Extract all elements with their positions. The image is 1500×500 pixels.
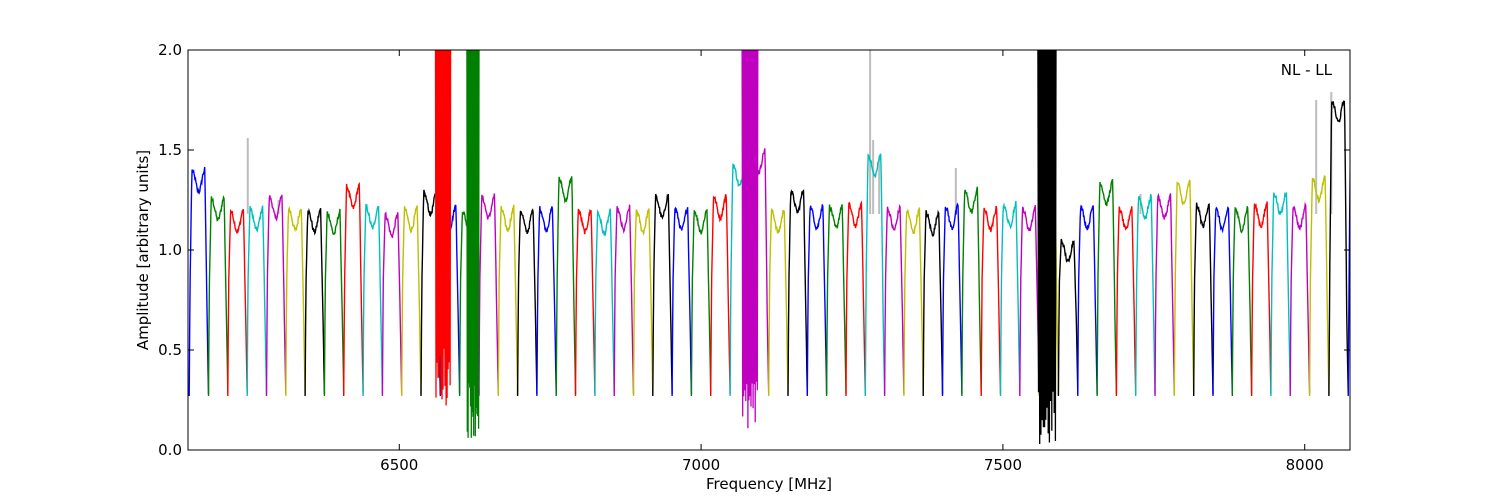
series-line-4 xyxy=(265,194,287,397)
interference-burst-3 xyxy=(1037,50,1057,445)
x-axis-label: Frequency [MHz] xyxy=(706,475,832,493)
series-line-35 xyxy=(864,153,886,397)
series-line-1 xyxy=(207,195,229,397)
series-line-59 xyxy=(1328,100,1349,397)
series-line-38 xyxy=(922,209,944,397)
y-tick-label-3: 1.5 xyxy=(158,141,182,159)
interference-burst-0 xyxy=(434,50,452,406)
series-line-10 xyxy=(381,211,403,397)
series-line-11 xyxy=(401,205,422,397)
x-tick-label-0: 6500 xyxy=(380,456,418,474)
series-line-9 xyxy=(362,203,384,397)
series-line-51 xyxy=(1173,179,1195,397)
series-line-7 xyxy=(323,208,345,397)
series-line-8 xyxy=(343,181,364,397)
channel-pair-annotation: NL - LL xyxy=(1281,61,1333,79)
series-line-18 xyxy=(536,206,557,397)
series-line-6 xyxy=(304,207,326,397)
series-line-42 xyxy=(999,200,1021,397)
series-line-33 xyxy=(825,204,847,397)
series-layer xyxy=(188,100,1350,397)
series-line-15 xyxy=(478,193,499,397)
series-line-39 xyxy=(941,202,963,397)
series-line-34 xyxy=(845,200,866,397)
series-line-0 xyxy=(188,166,210,397)
series-line-3 xyxy=(246,205,268,397)
y-tick-label-2: 1.0 xyxy=(158,241,182,259)
series-line-5 xyxy=(285,205,306,397)
series-line-45 xyxy=(1057,238,1079,397)
x-tick-label-2: 7500 xyxy=(984,456,1022,474)
series-line-40 xyxy=(961,186,982,397)
series-line-22 xyxy=(613,204,635,397)
y-tick-label-0: 0.0 xyxy=(158,441,182,459)
series-line-36 xyxy=(883,203,905,397)
interference-burst-2 xyxy=(741,50,759,429)
series-line-53 xyxy=(1212,206,1233,397)
series-line-56 xyxy=(1270,191,1291,397)
series-line-50 xyxy=(1154,192,1175,397)
series-line-58 xyxy=(1308,175,1330,397)
series-line-32 xyxy=(806,204,828,397)
series-line-20 xyxy=(574,208,596,397)
series-line-37 xyxy=(903,207,924,397)
series-line-54 xyxy=(1231,206,1253,397)
y-tick-label-1: 0.5 xyxy=(158,341,182,359)
series-line-26 xyxy=(690,208,712,397)
series-line-19 xyxy=(555,176,577,397)
series-line-48 xyxy=(1115,206,1137,397)
ticks-layer: 6500 7000 7500 8000 0.0 0.5 1.0 1.5 2.0 xyxy=(158,41,1350,474)
series-line-16 xyxy=(497,204,519,397)
x-tick-label-1: 7000 xyxy=(682,456,720,474)
interference-layer xyxy=(434,50,1057,445)
series-line-24 xyxy=(652,193,673,397)
series-line-31 xyxy=(787,189,808,397)
series-line-2 xyxy=(227,208,248,397)
series-line-30 xyxy=(768,208,789,397)
series-line-49 xyxy=(1134,193,1156,397)
series-line-55 xyxy=(1250,201,1272,397)
series-line-57 xyxy=(1289,201,1311,397)
y-tick-label-4: 2.0 xyxy=(158,41,182,59)
series-line-17 xyxy=(516,208,538,397)
series-line-23 xyxy=(632,208,654,397)
interference-burst-1 xyxy=(466,50,480,438)
series-line-27 xyxy=(710,194,731,397)
y-axis-label: Amplitude [arbitrary units] xyxy=(134,150,152,350)
x-tick-label-3: 8000 xyxy=(1286,456,1324,474)
series-line-52 xyxy=(1192,202,1214,397)
series-line-41 xyxy=(980,205,1002,397)
series-line-46 xyxy=(1077,204,1098,397)
series-line-25 xyxy=(671,206,693,397)
series-line-47 xyxy=(1096,178,1118,397)
series-line-43 xyxy=(1019,205,1040,397)
series-line-21 xyxy=(594,208,615,397)
